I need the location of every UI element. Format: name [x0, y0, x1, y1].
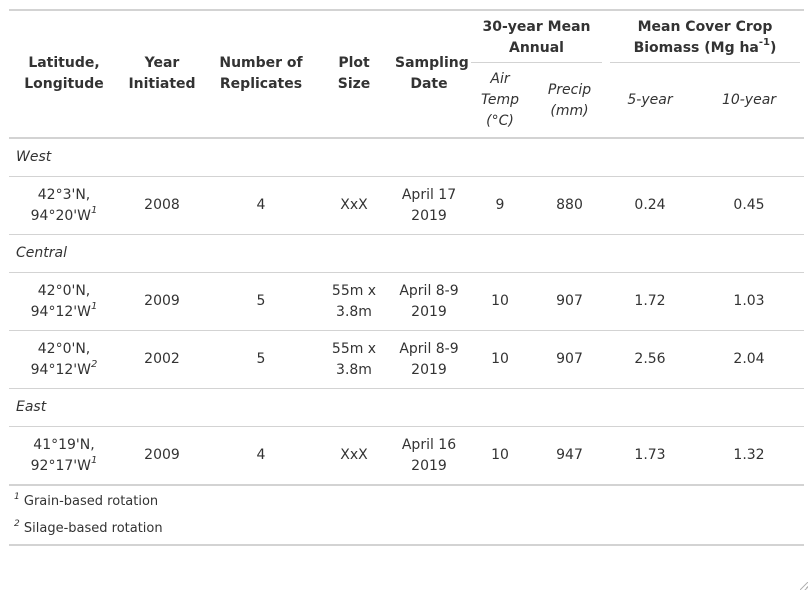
- col-group-biomass: Mean Cover Crop Biomass (Mg ha-1): [606, 9, 804, 66]
- cell-year-initiated: 2002: [119, 330, 205, 389]
- cover-crop-site-table: Latitude, Longitude Year Initiated Numbe…: [9, 9, 804, 546]
- col-header-precip: Precip (mm): [533, 66, 606, 139]
- cell-sampling-date: April 8-9 2019: [391, 330, 467, 389]
- cell-biomass-10-year: 1.32: [694, 426, 804, 485]
- table-row: 41°19'N, 92°17'W1 2009 4 XxX April 16 2019 10…: [9, 426, 804, 485]
- biomass-label-exponent: -1: [758, 37, 770, 49]
- cell-lat-long: 42°0'N, 94°12'W1: [9, 272, 119, 331]
- cell-replicates: 5: [205, 330, 317, 389]
- table-footnotes: 1 Grain-based rotation 2 Silage-based ro…: [9, 484, 804, 546]
- cell-plot-size: 55m x 3.8m: [317, 272, 391, 331]
- group-label: West: [9, 137, 804, 177]
- group-row: West: [9, 137, 804, 177]
- cell-year-initiated: 2009: [119, 272, 205, 331]
- cell-biomass-10-year: 0.45: [694, 176, 804, 235]
- cell-air-temp: 9: [467, 176, 533, 235]
- col-group-biomass-label: Mean Cover Crop Biomass (Mg ha-1): [610, 17, 800, 63]
- col-header-plot-size: Plot Size: [317, 9, 391, 139]
- table-body: West 42°3'N, 94°20'W1 2008 4 XxX April 17 201…: [9, 137, 804, 485]
- footnote-ref: 1: [90, 300, 98, 312]
- cell-sampling-date: April 17 2019: [391, 176, 467, 235]
- cell-biomass-10-year: 2.04: [694, 330, 804, 389]
- group-label: Central: [9, 234, 804, 273]
- biomass-label-suffix: ): [770, 40, 777, 56]
- cell-lat-long: 41°19'N, 92°17'W1: [9, 426, 119, 485]
- cell-biomass-10-year: 1.03: [694, 272, 804, 331]
- cell-air-temp: 10: [467, 426, 533, 485]
- cell-precip: 907: [533, 330, 606, 389]
- footnote-mark: 1: [14, 491, 20, 502]
- col-header-year-initiated: Year Initiated: [119, 9, 205, 139]
- cell-year-initiated: 2008: [119, 176, 205, 235]
- table-row: 42°0'N, 94°12'W2 2002 5 55m x 3.8m April 8-9…: [9, 330, 804, 389]
- cell-replicates: 4: [205, 176, 317, 235]
- table-row: 42°3'N, 94°20'W1 2008 4 XxX April 17 2019 9 88…: [9, 176, 804, 235]
- col-header-sampling-date: Sampling Date: [391, 9, 469, 139]
- col-group-climate-label: 30-year Mean Annual: [471, 17, 602, 63]
- col-header-replicates: Number of Replicates: [205, 9, 317, 139]
- cell-year-initiated: 2009: [119, 426, 205, 485]
- coordinate-text: 42°0'N, 94°12'W: [30, 282, 91, 320]
- col-header-air-temp: Air Temp (°C): [467, 66, 533, 139]
- coordinate-text: 41°19'N, 92°17'W: [30, 436, 95, 474]
- table-header: Latitude, Longitude Year Initiated Numbe…: [9, 9, 804, 139]
- cell-precip: 907: [533, 272, 606, 331]
- resize-grip-icon[interactable]: [800, 582, 808, 590]
- footnote-ref: 2: [90, 358, 98, 370]
- col-header-5-year: 5-year: [606, 66, 694, 139]
- cell-plot-size: 55m x 3.8m: [317, 330, 391, 389]
- cell-biomass-5-year: 2.56: [606, 330, 694, 389]
- footnote-text: Silage-based rotation: [23, 521, 163, 536]
- col-header-lat-long: Latitude, Longitude: [9, 9, 119, 139]
- coordinate-text: 42°0'N, 94°12'W: [30, 340, 91, 378]
- cell-replicates: 5: [205, 272, 317, 331]
- cell-biomass-5-year: 1.73: [606, 426, 694, 485]
- col-group-climate: 30-year Mean Annual: [467, 9, 606, 66]
- cell-replicates: 4: [205, 426, 317, 485]
- group-label: East: [9, 388, 804, 427]
- cell-sampling-date: April 16 2019: [391, 426, 467, 485]
- footnote-1: 1 Grain-based rotation: [9, 484, 804, 515]
- cell-precip: 880: [533, 176, 606, 235]
- cell-air-temp: 10: [467, 272, 533, 331]
- cell-lat-long: 42°3'N, 94°20'W1: [9, 176, 119, 235]
- cell-plot-size: XxX: [317, 176, 391, 235]
- cell-air-temp: 10: [467, 330, 533, 389]
- cell-lat-long: 42°0'N, 94°12'W2: [9, 330, 119, 389]
- col-header-10-year: 10-year: [694, 66, 804, 139]
- footnote-text: Grain-based rotation: [23, 494, 159, 509]
- table-container: Latitude, Longitude Year Initiated Numbe…: [9, 9, 804, 546]
- footnote-ref: 1: [90, 204, 98, 216]
- footnote-mark: 2: [14, 518, 20, 529]
- cell-biomass-5-year: 0.24: [606, 176, 694, 235]
- cell-precip: 947: [533, 426, 606, 485]
- biomass-label-prefix: Mean Cover Crop Biomass (Mg ha: [633, 19, 773, 56]
- footnote-2: 2 Silage-based rotation: [9, 515, 804, 546]
- group-row: Central: [9, 234, 804, 273]
- cell-sampling-date: April 8-9 2019: [391, 272, 467, 331]
- table-row: 42°0'N, 94°12'W1 2009 5 55m x 3.8m April 8-9…: [9, 272, 804, 331]
- cell-biomass-5-year: 1.72: [606, 272, 694, 331]
- group-row: East: [9, 388, 804, 427]
- footnote-ref: 1: [90, 454, 98, 466]
- coordinate-text: 42°3'N, 94°20'W: [30, 186, 91, 224]
- cell-plot-size: XxX: [317, 426, 391, 485]
